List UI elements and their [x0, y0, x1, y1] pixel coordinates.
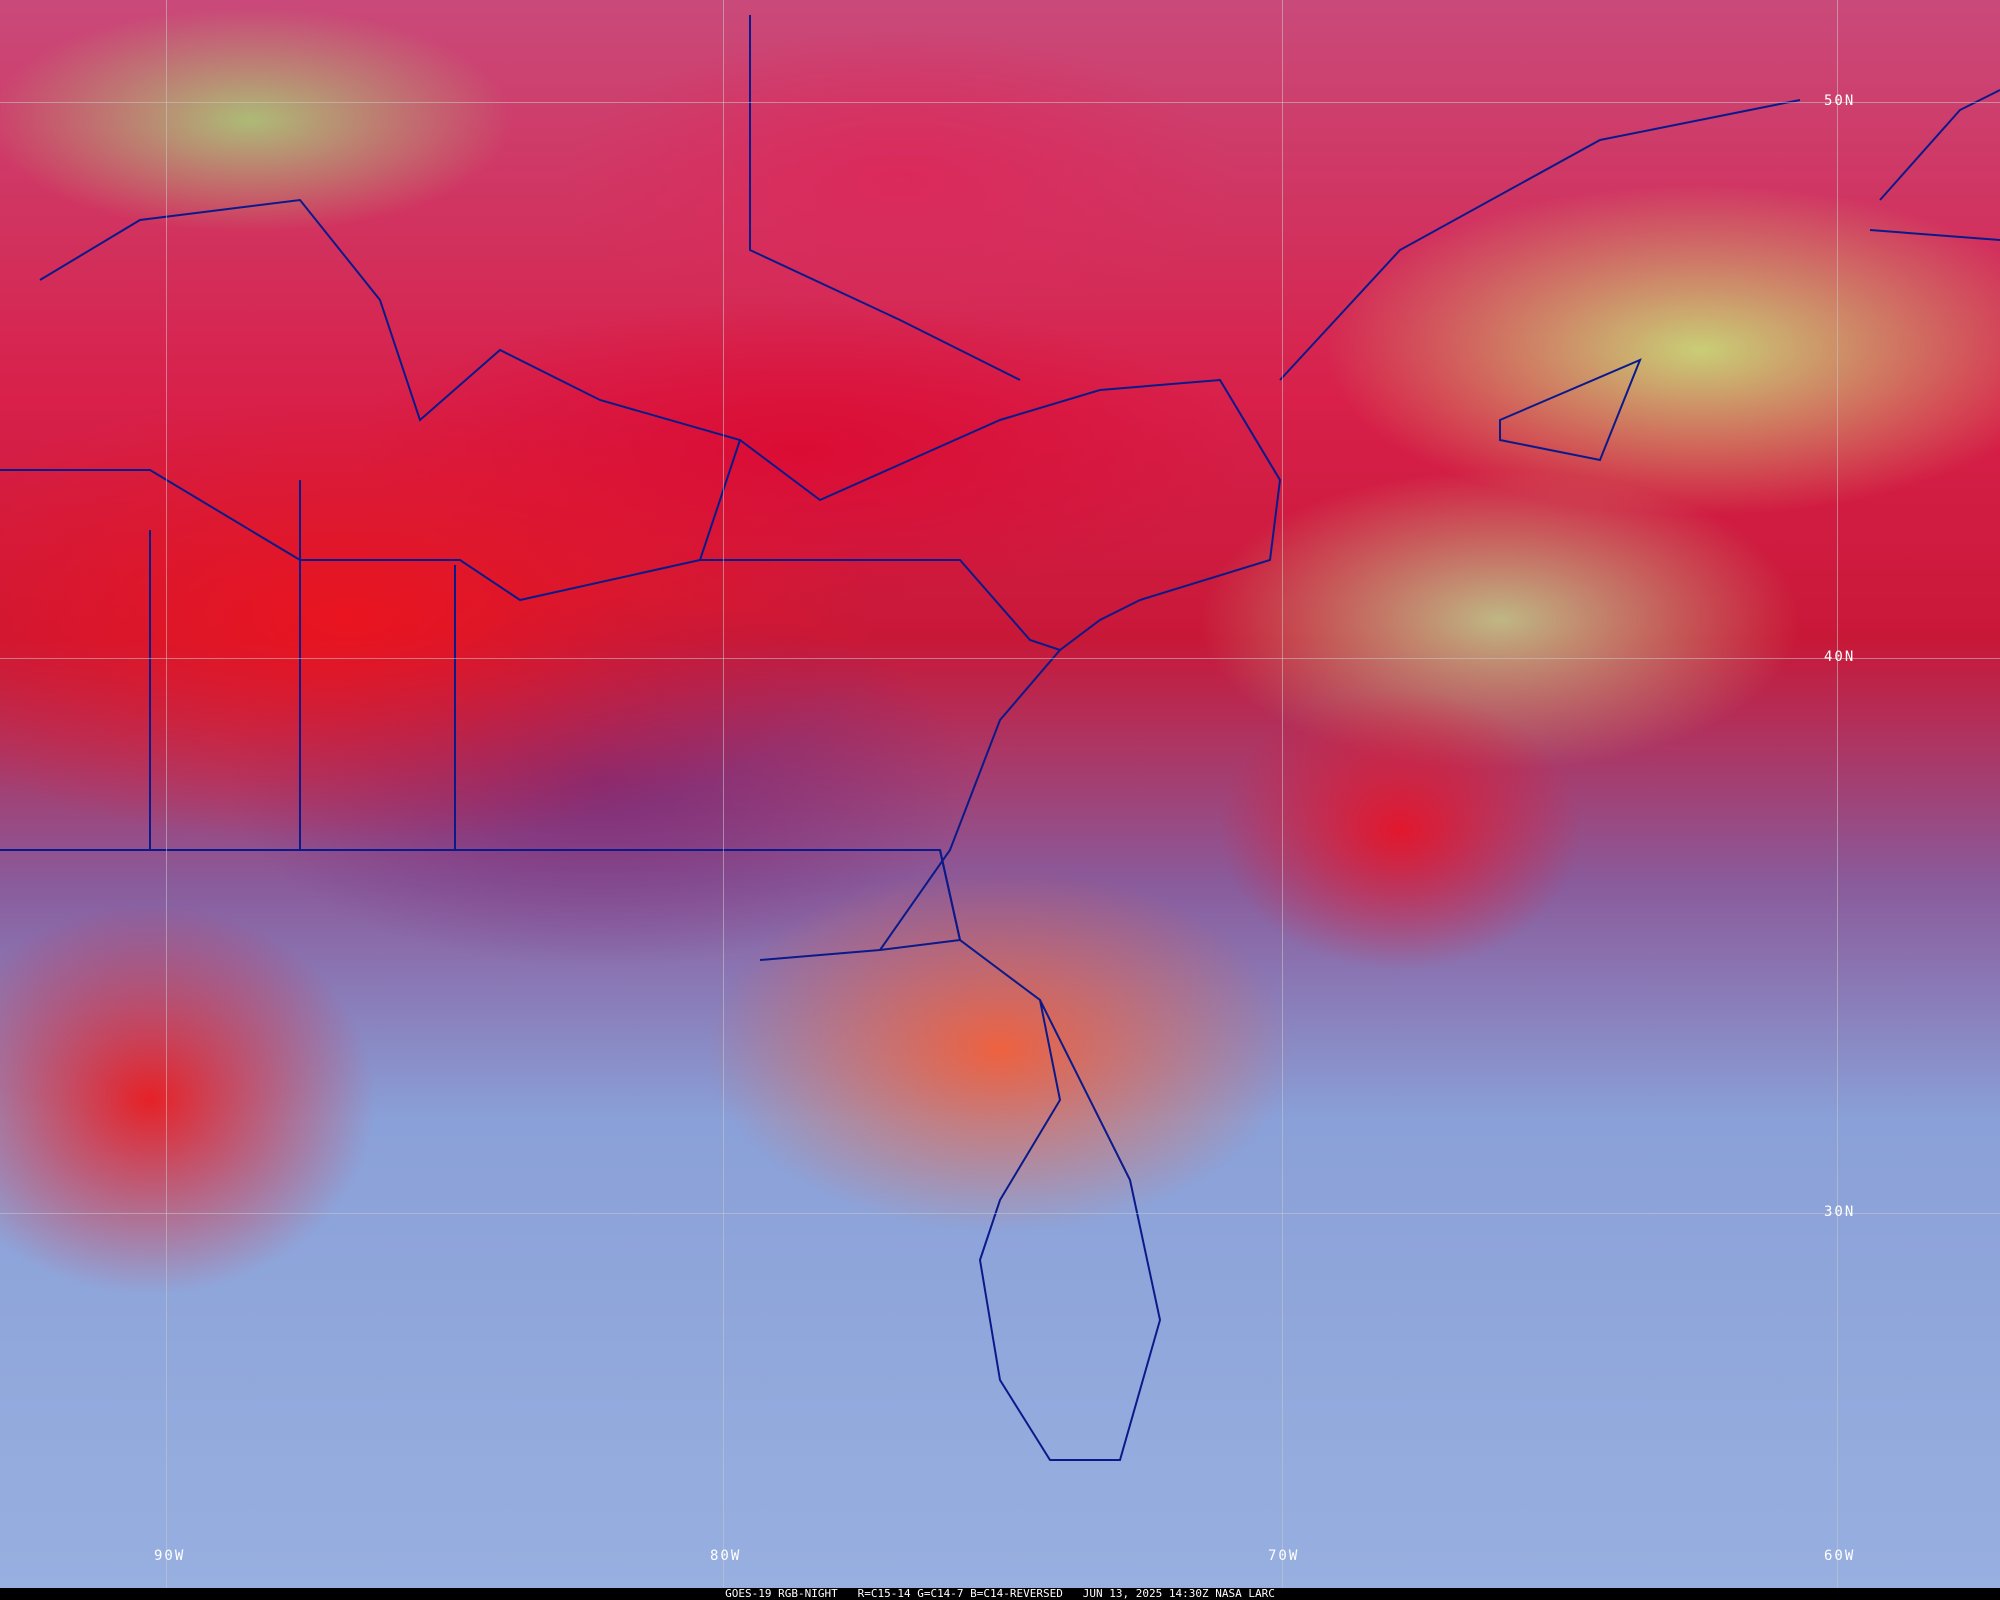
longitude-gridline-60w [1837, 0, 1838, 1588]
latitude-label-30n: 30N [1824, 1204, 1856, 1220]
caption-channels: R=C15-14 G=C14-7 B=C14-REVERSED [857, 1587, 1063, 1600]
longitude-gridline-80w [723, 0, 724, 1588]
latitude-gridline-40n [0, 658, 2000, 659]
longitude-label-90w: 90W [154, 1548, 186, 1564]
image-caption: GOES-19 RGB-NIGHT R=C15-14 G=C14-7 B=C14… [0, 1588, 2000, 1600]
longitude-label-70w: 70W [1268, 1548, 1300, 1564]
longitude-gridline-90w [166, 0, 167, 1588]
latitude-label-50n: 50N [1824, 93, 1856, 109]
longitude-label-80w: 80W [710, 1548, 742, 1564]
caption-product: GOES-19 RGB-NIGHT [725, 1587, 838, 1600]
caption-source: NASA LARC [1215, 1587, 1275, 1600]
longitude-gridline-70w [1282, 0, 1283, 1588]
caption-datetime: JUN 13, 2025 14:30Z [1082, 1587, 1209, 1600]
latitude-gridline-50n [0, 102, 2000, 103]
latitude-label-40n: 40N [1824, 649, 1856, 665]
longitude-label-60w: 60W [1824, 1548, 1856, 1564]
latitude-gridline-30n [0, 1213, 2000, 1214]
